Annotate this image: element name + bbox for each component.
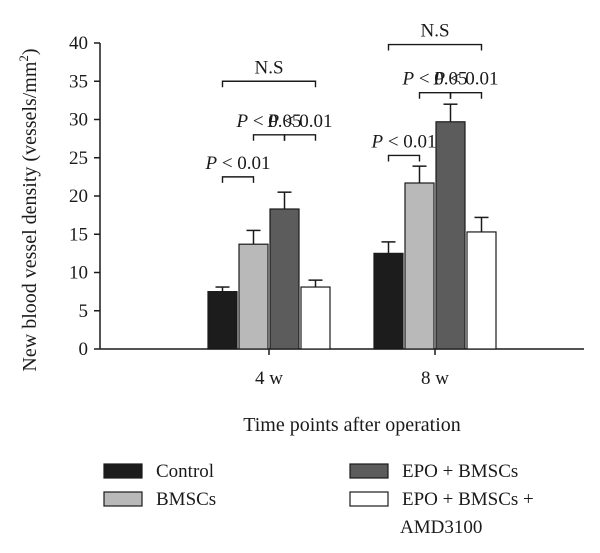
bar xyxy=(436,122,465,349)
legend-swatch xyxy=(350,464,388,478)
y-tick-label: 0 xyxy=(79,339,89,360)
significance-label: P < 0.01 xyxy=(204,153,270,174)
legend-swatch xyxy=(350,492,388,506)
significance-bracket xyxy=(389,155,420,161)
legend-swatch xyxy=(104,464,142,478)
bar xyxy=(467,232,496,349)
significance-bracket xyxy=(254,135,285,141)
bar xyxy=(405,183,434,349)
significance-label: P < 0.01 xyxy=(432,69,498,90)
legend-label: Control xyxy=(156,461,214,482)
y-tick-label: 35 xyxy=(69,71,88,92)
significance-bracket xyxy=(285,135,316,141)
bar xyxy=(374,253,403,349)
significance-label: P < 0.01 xyxy=(370,131,436,152)
y-tick-label: 30 xyxy=(69,110,88,131)
bar xyxy=(301,287,330,349)
y-tick-label: 15 xyxy=(69,224,88,245)
y-tick-label: 20 xyxy=(69,186,88,207)
x-tick-label: 4 w xyxy=(255,368,283,389)
legend-label: AMD3100 xyxy=(400,517,482,538)
significance-label: N.S xyxy=(420,21,449,42)
legend: Control BMSCs EPO + BMSCs EPO + BMSCs + AMD3… xyxy=(104,461,534,538)
y-tick-label: 5 xyxy=(79,301,89,322)
significance-bracket xyxy=(223,177,254,183)
significance-bracket xyxy=(451,93,482,99)
significance-label: P < 0.01 xyxy=(266,111,332,132)
significance-label: N.S xyxy=(254,57,283,78)
y-tick-label: 10 xyxy=(69,263,88,284)
x-axis-title: Time points after operation xyxy=(243,414,461,436)
bar xyxy=(270,209,299,349)
legend-label: EPO + BMSCs xyxy=(402,461,518,482)
y-axis-title: New blood vessel density (vessels/mm2) xyxy=(16,48,41,371)
bar xyxy=(208,292,237,349)
y-tick-label: 40 xyxy=(69,33,88,54)
legend-label: EPO + BMSCs + xyxy=(402,489,534,510)
significance-bracket xyxy=(420,93,451,99)
legend-label: BMSCs xyxy=(156,489,216,510)
y-tick-label: 25 xyxy=(69,148,88,169)
significance-bracket xyxy=(389,45,482,51)
bar xyxy=(239,244,268,349)
x-tick-label: 8 w xyxy=(421,368,449,389)
legend-swatch xyxy=(104,492,142,506)
significance-bracket xyxy=(223,81,316,87)
